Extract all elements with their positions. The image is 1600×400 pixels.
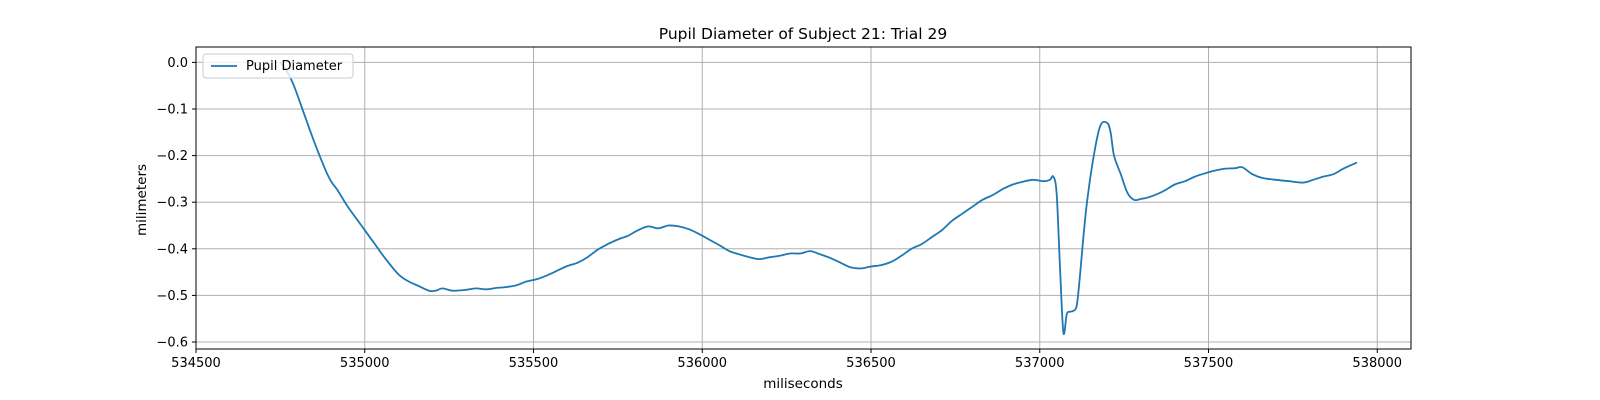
- y-tick-label: −0.5: [156, 289, 188, 304]
- y-tick-label: −0.1: [156, 102, 188, 117]
- x-tick-label: 535000: [340, 356, 390, 371]
- x-axis-ticks: 534500 535000 535500 536000 536500 537000 5375…: [171, 349, 1402, 371]
- x-tick-label: 536500: [846, 356, 896, 371]
- y-axis-label: milimeters: [134, 164, 150, 236]
- chart-title: Pupil Diameter of Subject 21: Trial 29: [659, 25, 948, 43]
- x-tick-label: 538000: [1352, 356, 1402, 371]
- x-tick-label: 535500: [509, 356, 559, 371]
- x-tick-label: 537500: [1184, 356, 1234, 371]
- x-tick-label: 536000: [677, 356, 727, 371]
- y-tick-label: −0.4: [156, 242, 188, 257]
- y-tick-label: −0.6: [156, 336, 188, 351]
- x-tick-label: 534500: [171, 356, 221, 371]
- gridlines: [195, 47, 1411, 349]
- y-tick-label: −0.3: [156, 196, 188, 211]
- y-axis-ticks: 0.0 −0.1 −0.2 −0.3 −0.4 −0.5 −0.6: [156, 56, 196, 351]
- y-tick-label: −0.2: [156, 149, 188, 164]
- y-tick-label: 0.0: [167, 56, 188, 71]
- legend-label: Pupil Diameter: [246, 59, 343, 74]
- legend-box: [202, 53, 354, 79]
- x-axis-label: miliseconds: [763, 376, 843, 392]
- plot-frame: [195, 46, 1412, 350]
- legend: Pupil Diameter: [202, 53, 354, 79]
- x-tick-label: 537000: [1015, 356, 1065, 371]
- pupil-diameter-line: [279, 61, 1358, 336]
